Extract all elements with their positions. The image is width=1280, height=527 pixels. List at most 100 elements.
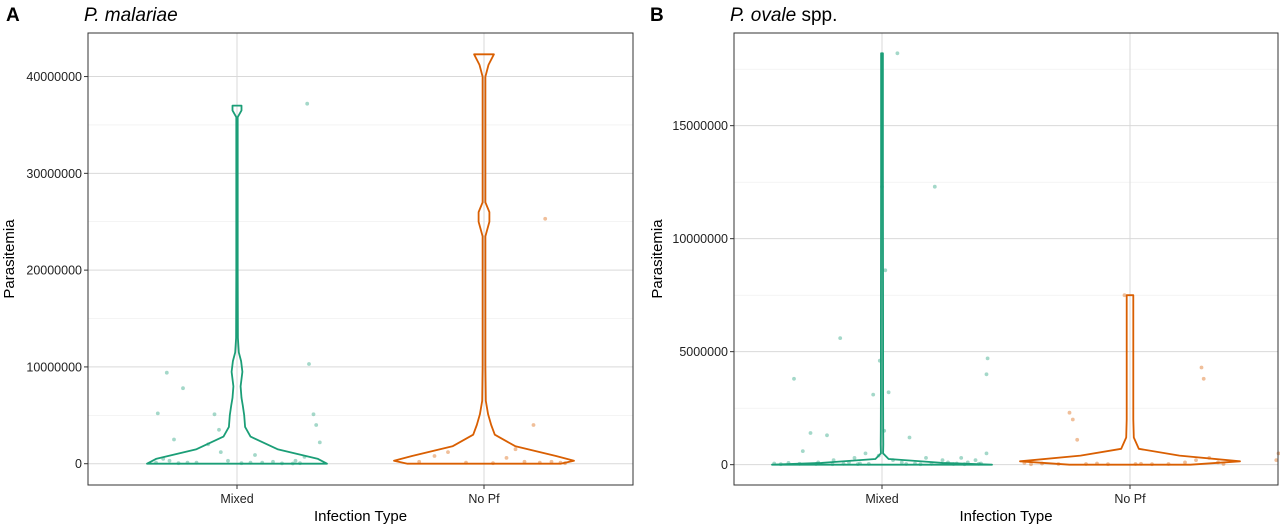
data-point — [218, 450, 223, 454]
panel-a: A P. malariae 0 10000000 20000000 30000000 400… — [1, 5, 634, 525]
data-point — [825, 433, 829, 438]
x-tick-label: Mixed — [220, 492, 253, 506]
y-tick-label: 30000000 — [26, 167, 82, 181]
data-point — [883, 268, 888, 273]
data-point — [446, 450, 450, 454]
data-point — [314, 423, 319, 427]
data-point — [513, 447, 518, 452]
violin-mixed — [146, 104, 328, 465]
data-point — [271, 459, 275, 464]
data-point — [831, 458, 836, 462]
data-point — [248, 460, 253, 465]
data-point — [1216, 460, 1220, 465]
data-point — [918, 462, 923, 467]
data-point — [976, 461, 981, 466]
x-tick-label: No Pf — [1114, 492, 1146, 506]
data-point — [852, 456, 857, 460]
data-point — [417, 459, 422, 464]
panel-title: P. malariae — [84, 5, 178, 26]
data-point — [1122, 293, 1127, 298]
panel-title: P. ovale spp. — [730, 5, 837, 26]
data-point — [816, 460, 821, 465]
data-point — [1022, 461, 1027, 465]
data-point — [880, 184, 884, 189]
violin-mixed — [771, 52, 993, 466]
data-point — [1199, 365, 1204, 370]
data-point — [154, 460, 158, 465]
data-point — [212, 412, 217, 417]
x-tick-label: No Pf — [468, 492, 500, 506]
data-point — [792, 376, 796, 381]
data-point — [932, 184, 937, 189]
panel-letter: A — [6, 5, 20, 26]
data-point — [871, 392, 876, 397]
y-tick-label: 40000000 — [26, 70, 82, 84]
data-point — [858, 461, 862, 466]
data-point — [929, 461, 934, 466]
y-tick-label: 0 — [75, 457, 82, 471]
violin-no-pf — [1019, 294, 1241, 466]
data-point — [959, 456, 964, 460]
data-point — [772, 461, 777, 466]
data-point — [951, 462, 956, 466]
data-point — [965, 460, 970, 465]
data-point — [913, 461, 917, 466]
data-point — [298, 461, 302, 466]
data-point — [1106, 462, 1110, 467]
plot-frame — [87, 32, 634, 486]
data-point — [1095, 461, 1099, 466]
data-point — [464, 460, 468, 465]
data-point — [830, 462, 835, 467]
data-point — [164, 370, 169, 375]
data-point — [172, 437, 176, 442]
data-point — [1133, 462, 1138, 466]
y-tick-label: 10000000 — [672, 232, 728, 246]
data-point — [855, 462, 860, 466]
data-point — [877, 358, 882, 363]
data-point — [924, 456, 928, 460]
data-point — [302, 455, 307, 459]
data-point — [814, 462, 818, 466]
data-point — [847, 460, 851, 465]
y-tick-label: 5000000 — [679, 345, 728, 359]
data-point — [907, 435, 912, 440]
data-point — [838, 336, 843, 340]
y-tick-label: 0 — [721, 458, 728, 472]
data-point — [185, 460, 190, 465]
data-point — [962, 462, 967, 467]
x-axis-title: Infection Type — [314, 508, 407, 525]
y-tick-label: 10000000 — [26, 360, 82, 374]
data-point — [1207, 456, 1212, 460]
data-point — [891, 458, 895, 462]
data-point — [899, 460, 904, 465]
data-point — [317, 440, 322, 445]
data-point — [946, 460, 950, 465]
data-point — [1056, 462, 1061, 466]
x-axis-title: Infection Type — [959, 508, 1052, 525]
data-point — [1201, 376, 1206, 381]
data-point — [226, 458, 230, 463]
y-axis-title: Parasitemia — [1, 219, 18, 299]
data-point — [253, 453, 257, 457]
data-point — [800, 449, 805, 453]
data-point — [167, 458, 172, 463]
data-point — [549, 459, 554, 464]
data-point — [194, 460, 199, 465]
data-point — [537, 460, 542, 465]
data-point — [1274, 458, 1279, 462]
data-point — [206, 442, 211, 447]
data-point — [305, 101, 310, 106]
data-point — [778, 462, 783, 467]
data-point — [904, 462, 909, 466]
data-point — [1183, 460, 1187, 465]
data-point — [217, 427, 221, 432]
data-point — [808, 431, 813, 435]
data-point — [973, 458, 978, 462]
data-point — [954, 461, 959, 466]
plot-frame — [733, 32, 1279, 486]
data-point — [1029, 462, 1033, 467]
panel-title-italic: P. ovale — [730, 5, 796, 26]
data-point — [531, 423, 536, 427]
y-tick-label: 15000000 — [672, 119, 728, 133]
data-point — [1075, 437, 1080, 442]
